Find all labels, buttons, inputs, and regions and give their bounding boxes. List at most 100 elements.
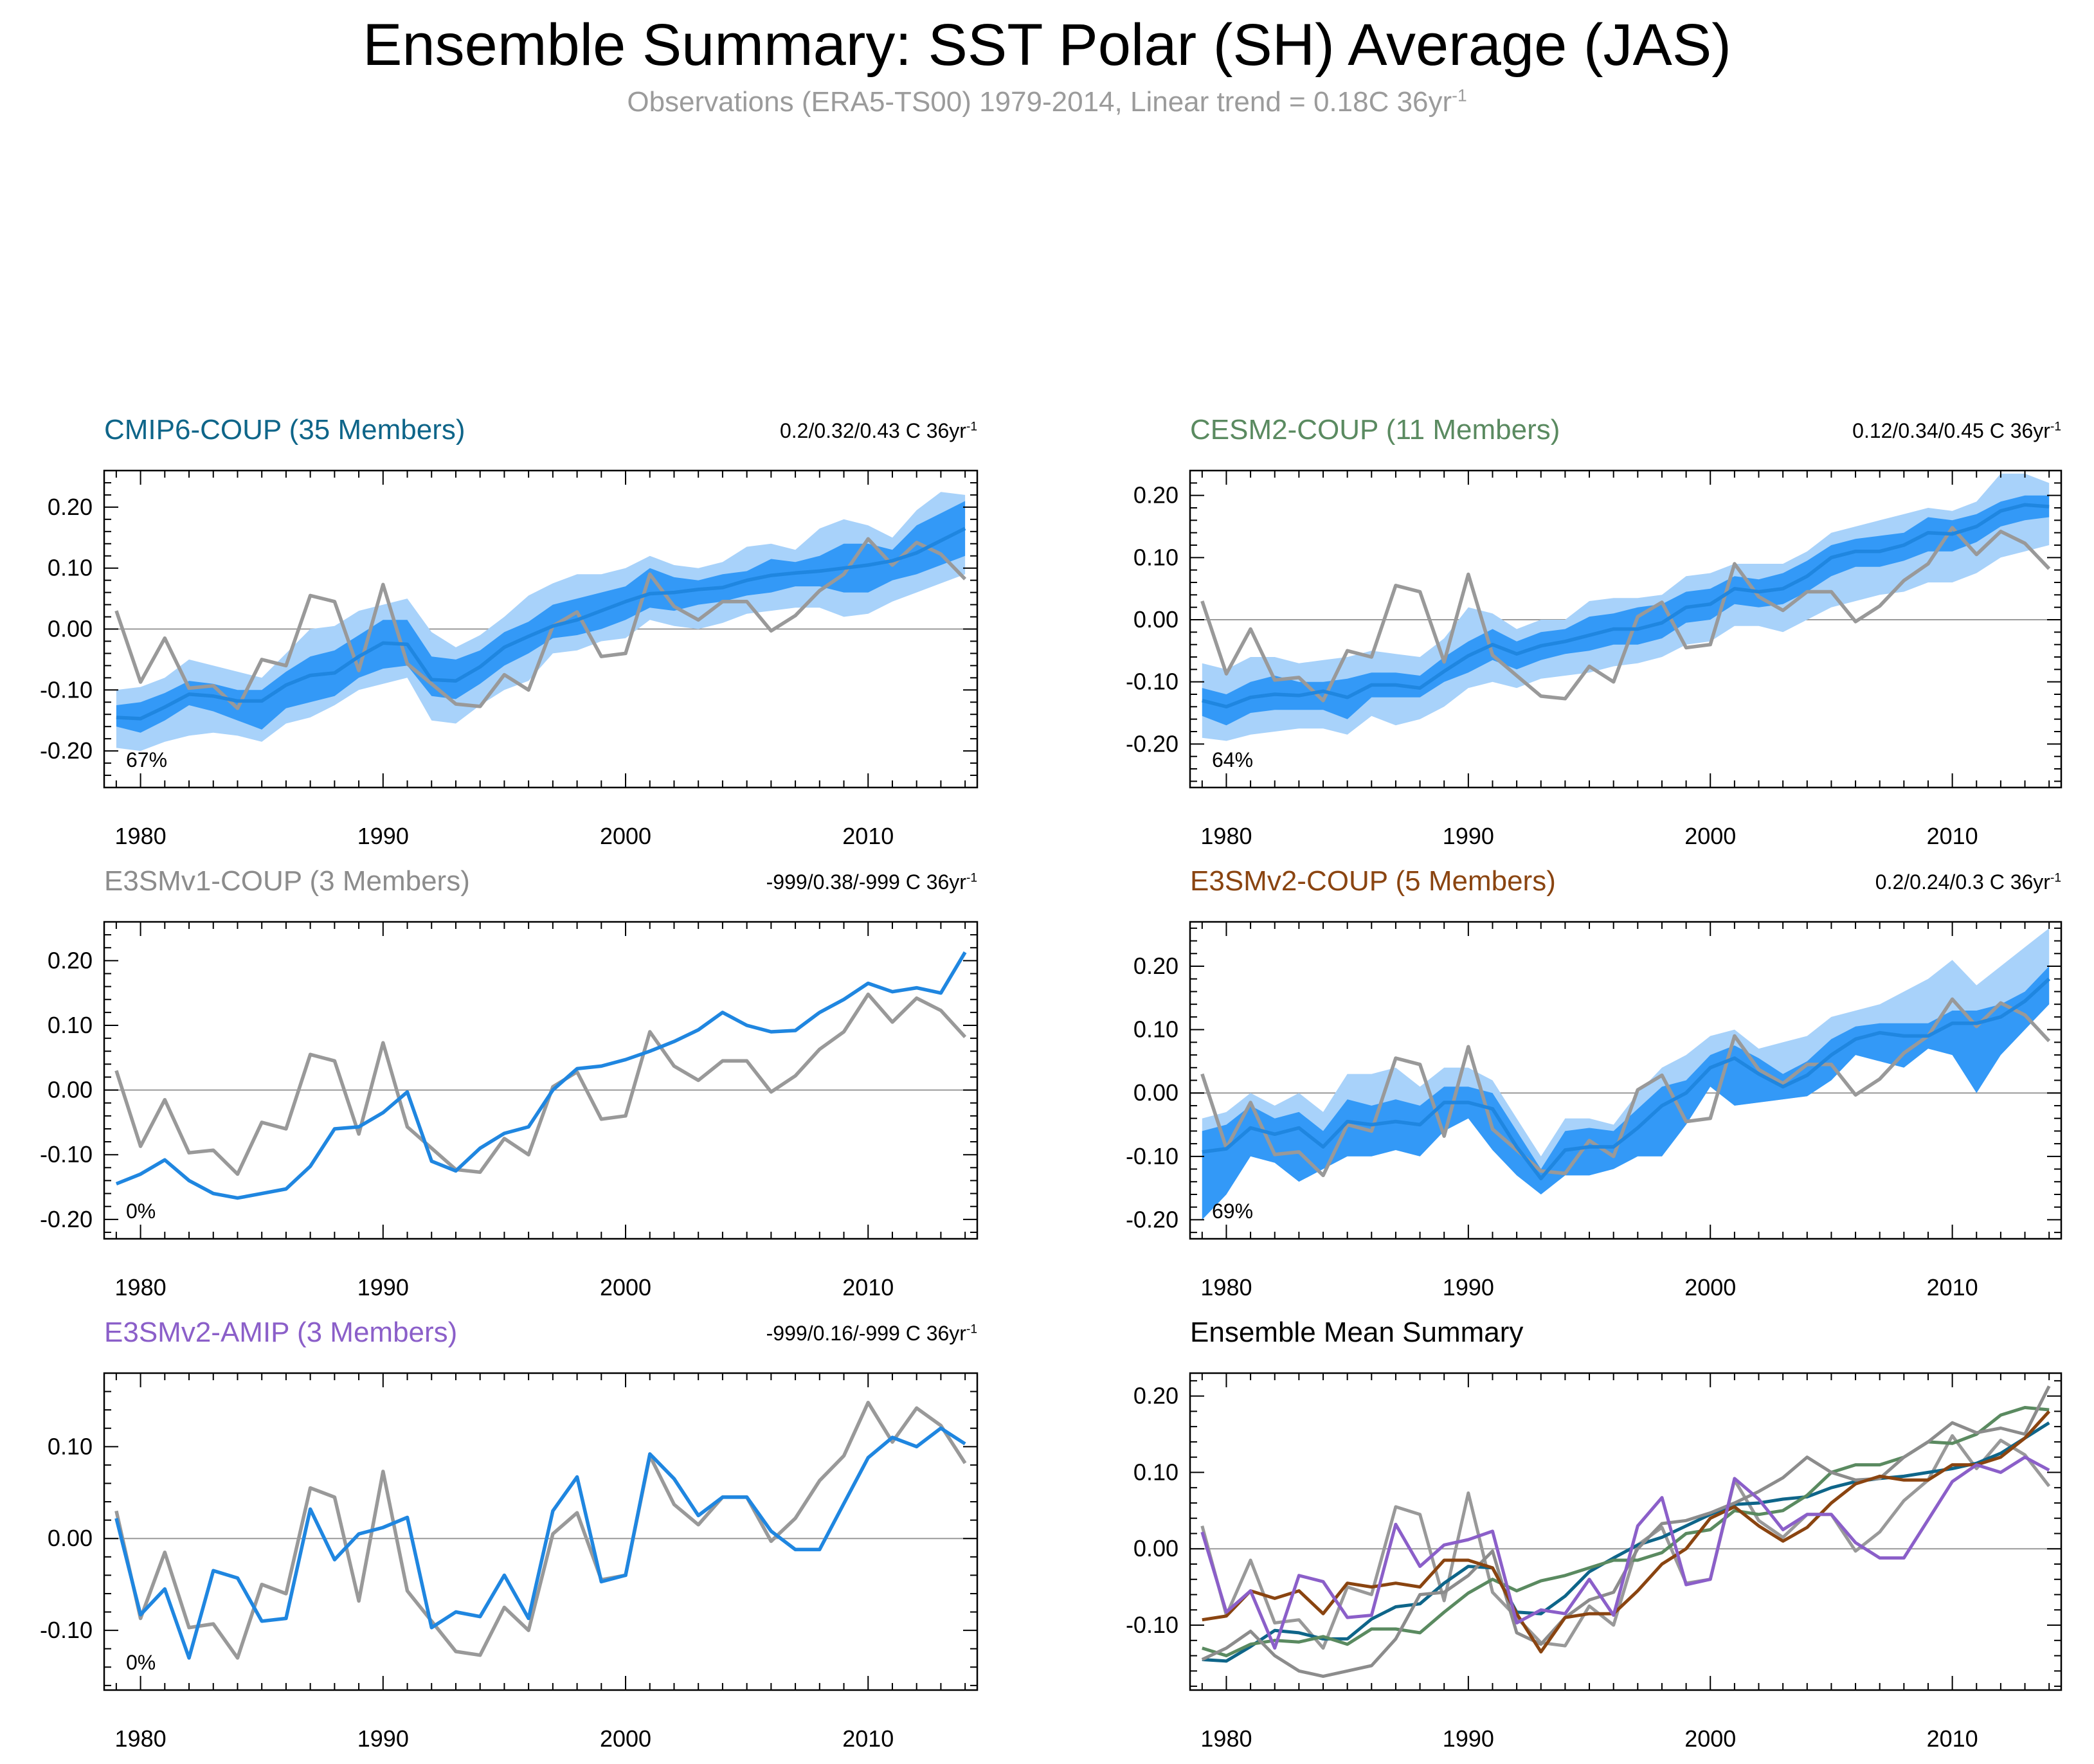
y-tick-label: 0.10 [48,1433,93,1459]
y-tick-label: 0.20 [1133,1383,1178,1409]
x-tick-label: 1990 [1443,1725,1494,1752]
panel-title-e3smv2_coup: E3SMv2-COUP (5 Members) [1190,865,1556,897]
y-tick-label: 0.00 [1133,606,1178,633]
plot-area [104,951,977,1200]
x-tick-label: 2010 [842,1274,894,1300]
plot-frame [103,1372,979,1691]
trend-text: 0.2/0.32/0.43 C 36yr [779,419,966,442]
x-tick-label: 1980 [115,1274,167,1300]
trend-superscript: -1 [966,871,977,885]
y-tick-label: -0.10 [40,1617,93,1643]
subtitle: Observations (ERA5-TS00) 1979-2014, Line… [0,86,2094,118]
x-tick-label: 2010 [1927,1725,1978,1752]
trend-text: -999/0.38/-999 C 36yr [766,870,966,894]
plot-frame [1189,1372,2062,1691]
x-tick-label: 2010 [1927,1274,1978,1300]
trend-superscript: -1 [966,420,977,434]
x-tick-label: 2010 [1927,823,1978,849]
observations-line [1200,997,2051,1178]
main-title: Ensemble Summary: SST Polar (SH) Average… [363,12,1731,78]
plot-area [1190,1385,2061,1679]
series-line-cmip6 [1202,1421,2050,1663]
x-tick-label: 1980 [115,1725,167,1752]
y-tick-label: 0.10 [1133,1459,1178,1485]
panel-title-ensemble_mean_summary: Ensemble Mean Summary [1190,1317,1524,1348]
y-tick-label: 0.00 [48,1525,93,1551]
percent-label: 0% [126,1651,156,1674]
trend-label-cesm2: 0.12/0.34/0.45 C 36yr-1 [1852,419,2061,443]
y-tick-label: -0.20 [1126,1206,1178,1232]
panel-title-cmip6: CMIP6-COUP (35 Members) [104,414,465,446]
percent-label: 67% [126,748,167,771]
plot-area [104,492,977,752]
observations-line [1200,1434,2051,1650]
x-tick-label: 2000 [1684,823,1736,849]
trend-label-cmip6: 0.2/0.32/0.43 C 36yr-1 [780,419,977,443]
trend-text: -999/0.16/-999 C 36yr [766,1322,966,1345]
y-tick-label: 0.20 [48,947,93,973]
y-tick-label: 0.00 [48,1077,93,1103]
plot-frame [103,921,979,1240]
y-tick-label: 0.20 [48,494,93,520]
y-tick-label: -0.10 [40,676,93,703]
x-tick-label: 1990 [357,823,409,849]
trend-superscript: -1 [2050,871,2061,885]
y-tick-label: 0.10 [48,1012,93,1038]
panel-title-e3smv1: E3SMv1-COUP (3 Members) [104,865,470,897]
x-tick-label: 1990 [357,1274,409,1300]
y-tick-label: 0.10 [1133,544,1178,570]
trend-text: 0.2/0.24/0.3 C 36yr [1875,870,2050,894]
x-tick-label: 2010 [842,823,894,849]
observations-line [1200,526,2051,703]
plot-area [1190,473,2061,741]
panel-title-cesm2: CESM2-COUP (11 Members) [1190,414,1560,446]
observations-line [114,1400,967,1660]
x-tick-label: 2000 [600,1725,651,1752]
y-tick-label: -0.10 [1126,669,1178,695]
x-tick-label: 1980 [115,823,167,849]
observations-line [114,537,967,710]
trend-superscript: -1 [966,1322,977,1336]
y-tick-label: 0.20 [1133,482,1178,509]
y-tick-label: 0.20 [1133,953,1178,979]
plot-area [104,1400,977,1660]
x-tick-label: 1990 [1443,1274,1494,1300]
x-tick-label: 2000 [600,823,651,849]
ensemble-mean-line [116,526,966,721]
panel-e3smv1: -0.20 -0.10 0.00 0.10 0.20 1980 1990 2000 2010 0% [40,921,979,1300]
y-tick-label: -0.10 [1126,1612,1178,1638]
x-tick-label: 2000 [1684,1725,1736,1752]
ensemble-mean-line [114,1426,966,1660]
y-tick-label: 0.00 [48,616,93,642]
x-tick-label: 2010 [842,1725,894,1752]
x-tick-label: 1980 [1200,1274,1252,1300]
y-tick-label: 0.00 [1133,1079,1178,1106]
panel-cesm2: -0.20 -0.10 0.00 0.10 0.20 1980 1990 2000 2010 64… [1126,469,2062,849]
x-tick-label: 1980 [1200,1725,1252,1752]
trend-label-e3smv1: -999/0.38/-999 C 36yr-1 [766,870,977,894]
x-tick-label: 1980 [1200,823,1252,849]
panel-cmip6: -0.20 -0.10 0.00 0.10 0.20 1980 1990 2000 2010 67… [40,469,979,849]
y-tick-label: -0.20 [40,1206,93,1232]
trend-label-e3smv2_amip: -999/0.16/-999 C 36yr-1 [766,1322,977,1346]
x-tick-label: 1990 [1443,823,1494,849]
percent-label: 64% [1212,748,1253,771]
subtitle-superscript: -1 [1452,86,1467,105]
plot-frame [1189,469,2062,789]
y-tick-label: -0.20 [1126,730,1178,757]
trend-label-e3smv2_coup: 0.2/0.24/0.3 C 36yr-1 [1875,870,2061,894]
x-tick-label: 2000 [1684,1274,1736,1300]
spread-band-inner [1202,495,2050,726]
x-tick-label: 2000 [600,1274,651,1300]
observations-line [114,992,967,1176]
trend-text: 0.12/0.34/0.45 C 36yr [1852,419,2050,442]
plot-area [1190,928,2061,1220]
y-tick-label: -0.10 [40,1141,93,1167]
series-line-e3smv2_amip [1200,1455,2050,1650]
y-tick-label: 0.10 [1133,1016,1178,1043]
panel-e3smv2_coup: -0.20 -0.10 0.00 0.10 0.20 1980 1990 2000 2010 69… [1126,921,2062,1300]
y-tick-label: -0.10 [1126,1143,1178,1169]
y-tick-label: -0.20 [40,737,93,764]
y-tick-label: 0.00 [1133,1535,1178,1562]
